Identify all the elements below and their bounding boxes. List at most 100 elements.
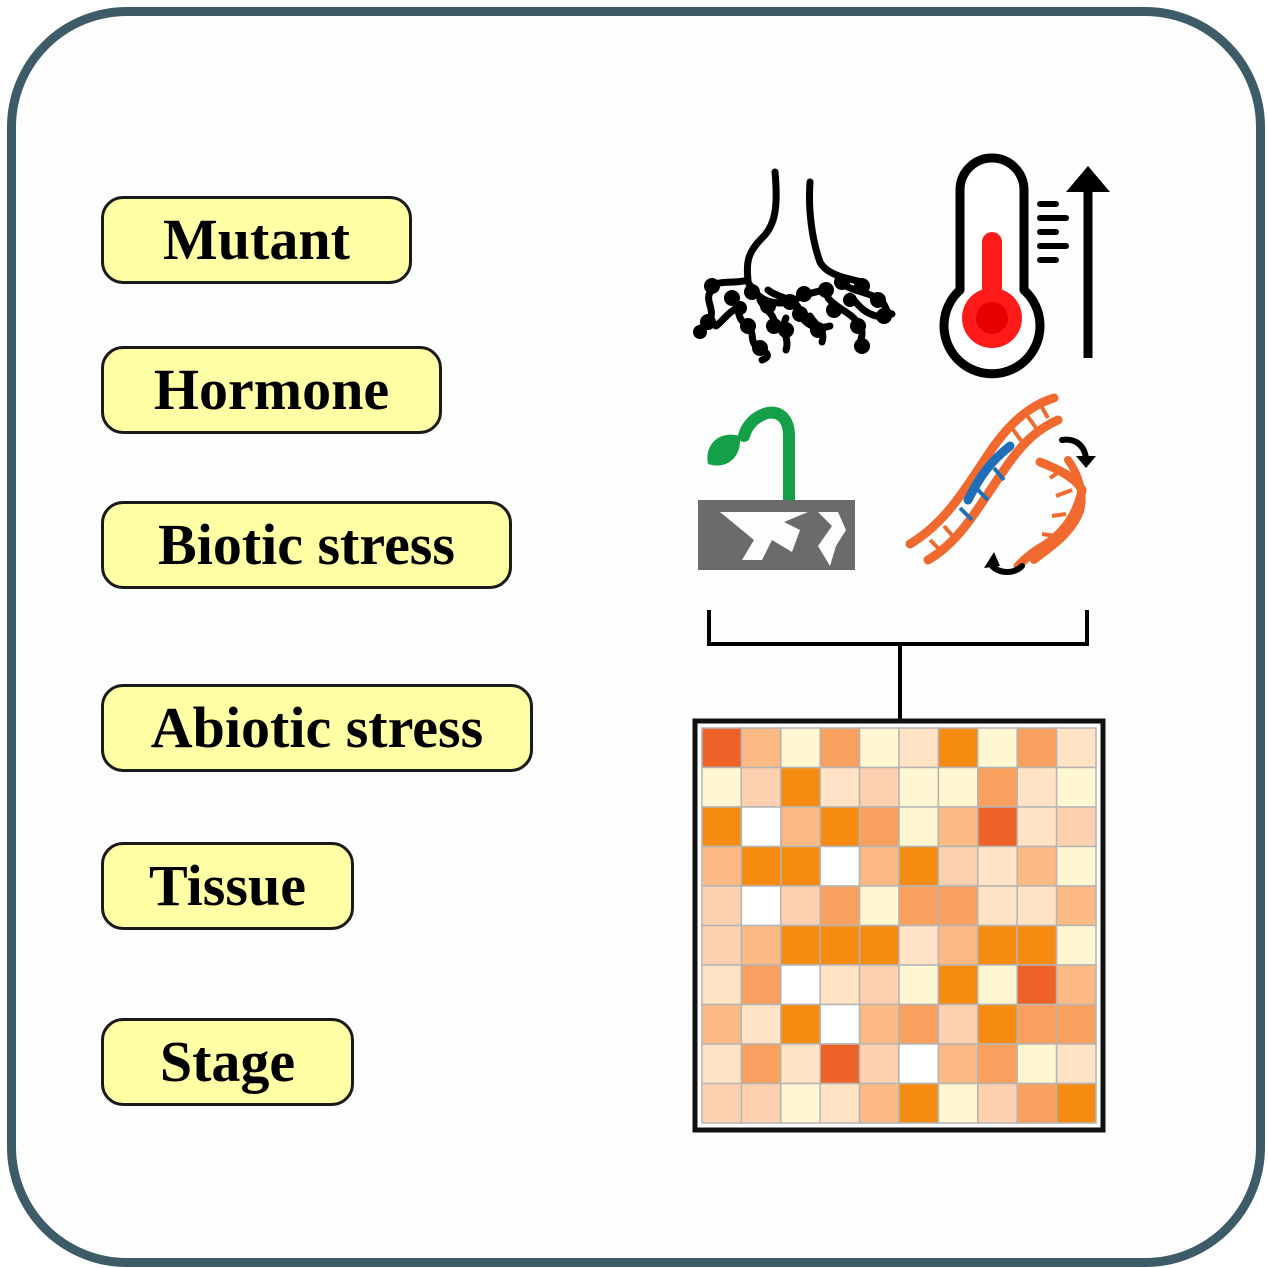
heatmap-cell [819,924,861,966]
heatmap-cell [977,845,1018,887]
heatmap-cell [701,1043,743,1085]
heatmap-cell [701,924,743,966]
heatmap-cell [819,845,861,887]
heatmap-cell [858,885,900,927]
heatmap-cell [819,964,861,1006]
heatmap-cell [1016,1043,1058,1085]
heatmap-cell [898,1043,940,1085]
heatmap-cell [858,766,900,808]
heatmap-cell [1055,1082,1097,1124]
heatmap-cell [977,885,1018,927]
dna-recombination-icon [905,393,1096,575]
heatmap-cell [701,885,743,927]
heatmap-cell [937,924,979,966]
heatmap-cell [1016,845,1058,887]
heatmap-cell [819,1082,861,1124]
heatmap-cell [819,766,861,808]
heatmap-cell [977,1003,1018,1045]
heatmap-cell [780,766,821,808]
heatmap-cell [1016,766,1058,808]
heatmap-cell [819,1003,861,1045]
label-hormone-text: Hormone [153,357,390,422]
heatmap-cell [898,1082,940,1124]
heatmap-cell [898,924,940,966]
heatmap-cell [819,727,861,769]
heatmap-cell [1016,1003,1058,1045]
heatmap-cell [780,924,821,966]
heatmap-cell [701,727,743,769]
heatmap-cell [898,964,940,1006]
heatmap-cell [977,964,1018,1006]
heatmap-cell [780,1082,821,1124]
heatmap-cell [780,806,821,848]
heatmap-cell [740,845,782,887]
label-hormone: Hormone [101,346,442,434]
heatmap-cell [740,806,782,848]
heatmap-cell [937,727,979,769]
label-tissue: Tissue [101,842,354,930]
label-mutant: Mutant [101,196,412,284]
heatmap-cell [1055,924,1097,966]
heatmap-cell [1055,885,1097,927]
heatmap-cell [1016,727,1058,769]
heatmap-cell [701,806,743,848]
heatmap-cell [977,806,1018,848]
label-biotic-stress-text: Biotic stress [158,512,455,577]
heatmap-cell [1016,924,1058,966]
heatmap-cell [858,727,900,769]
heatmap-cell [937,1082,979,1124]
heatmap-cell [740,964,782,1006]
heatmap-cell [898,727,940,769]
heatmap-cell [858,845,900,887]
heatmap-cell [898,806,940,848]
heatmap-cell [858,1082,900,1124]
heatmap-cell [937,964,979,1006]
heatmap-cell [898,845,940,887]
heatmap-cell [740,885,782,927]
heatmap-cell [977,1082,1018,1124]
heatmap-cell [937,845,979,887]
heatmap-cell [1016,885,1058,927]
heatmap-cell [898,766,940,808]
heatmap-cell [819,885,861,927]
heatmap-cell [819,806,861,848]
heatmap-cell [858,1043,900,1085]
heatmap-cell [1016,806,1058,848]
heatmap-cell [1016,1082,1058,1124]
heatmap-cell [780,1003,821,1045]
heatmap-cell [780,885,821,927]
heatmap-cell [898,1003,940,1045]
label-tissue-text: Tissue [149,853,306,918]
heatmap-cell [937,885,979,927]
heatmap-cell [740,766,782,808]
heatmap-cell [1016,964,1058,1006]
heatmap-cell [701,845,743,887]
heatmap-cell [977,766,1018,808]
thermometer-rising-icon [939,153,1110,379]
label-abiotic-stress: Abiotic stress [101,684,533,772]
heatmap-cell [740,924,782,966]
heatmap-cell [740,1043,782,1085]
heatmap-cell [977,1043,1018,1085]
heatmap-cell [898,885,940,927]
heatmap-cell [937,766,979,808]
heatmap-cell [701,1082,743,1124]
heatmap-border [692,718,1106,1133]
heatmap-cell [858,1003,900,1045]
heatmap-cell [1055,964,1097,1006]
heatmap-cell [780,845,821,887]
label-stage: Stage [101,1018,354,1106]
heatmap-cell [977,924,1018,966]
heatmap-cell [701,766,743,808]
heatmap-cell [1055,727,1097,769]
heatmap-cell [740,727,782,769]
seedling-cracked-soil-icon [698,406,855,570]
heatmap-cell [701,964,743,1006]
bracket-connector [707,610,1089,720]
heatmap [701,727,1097,1124]
label-biotic-stress: Biotic stress [101,501,512,589]
heatmap-cell [937,1043,979,1085]
root-nodules [693,274,892,356]
label-abiotic-stress-text: Abiotic stress [150,695,484,760]
heatmap-cell [937,806,979,848]
